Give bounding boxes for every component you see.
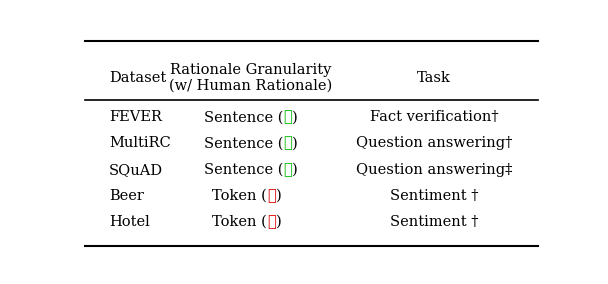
- Text: ✗: ✗: [267, 215, 275, 229]
- Text: Sentiment †: Sentiment †: [390, 189, 478, 203]
- Text: MultiRC: MultiRC: [109, 136, 171, 151]
- Text: Dataset: Dataset: [109, 71, 166, 85]
- Text: ✗: ✗: [267, 189, 275, 203]
- Text: Beer: Beer: [109, 189, 144, 203]
- Text: Sentence (: Sentence (: [204, 163, 283, 177]
- Text: ): ): [292, 110, 297, 124]
- Text: Sentiment †: Sentiment †: [390, 215, 478, 229]
- Text: Task: Task: [417, 71, 451, 85]
- Text: ): ): [292, 163, 297, 177]
- Text: Question answering‡: Question answering‡: [356, 163, 513, 177]
- Text: ✓: ✓: [283, 163, 292, 177]
- Text: Fact verification†: Fact verification†: [370, 110, 499, 124]
- Text: Sentence (✓): Sentence (✓): [204, 162, 297, 177]
- Text: Hotel: Hotel: [109, 215, 150, 229]
- Text: Token (✗): Token (✗): [212, 215, 289, 229]
- Text: ): ): [292, 136, 297, 151]
- Text: ): ): [275, 215, 282, 229]
- Text: Token (✗): Token (✗): [212, 189, 289, 203]
- Text: Sentence (✓): Sentence (✓): [204, 136, 297, 151]
- Text: Token (: Token (: [212, 189, 267, 203]
- Text: SQuAD: SQuAD: [109, 163, 163, 177]
- Text: FEVER: FEVER: [109, 110, 162, 124]
- Text: ✓: ✓: [283, 110, 292, 124]
- Text: Rationale Granularity
(w/ Human Rationale): Rationale Granularity (w/ Human Rational…: [168, 63, 332, 93]
- Text: Sentence (: Sentence (: [204, 110, 283, 124]
- Text: Question answering†: Question answering†: [356, 136, 513, 151]
- Text: ): ): [275, 189, 282, 203]
- Text: Token (: Token (: [212, 215, 267, 229]
- Text: ✓: ✓: [283, 136, 292, 151]
- Text: Sentence (✓): Sentence (✓): [204, 110, 297, 124]
- Text: Sentence (: Sentence (: [204, 136, 283, 151]
